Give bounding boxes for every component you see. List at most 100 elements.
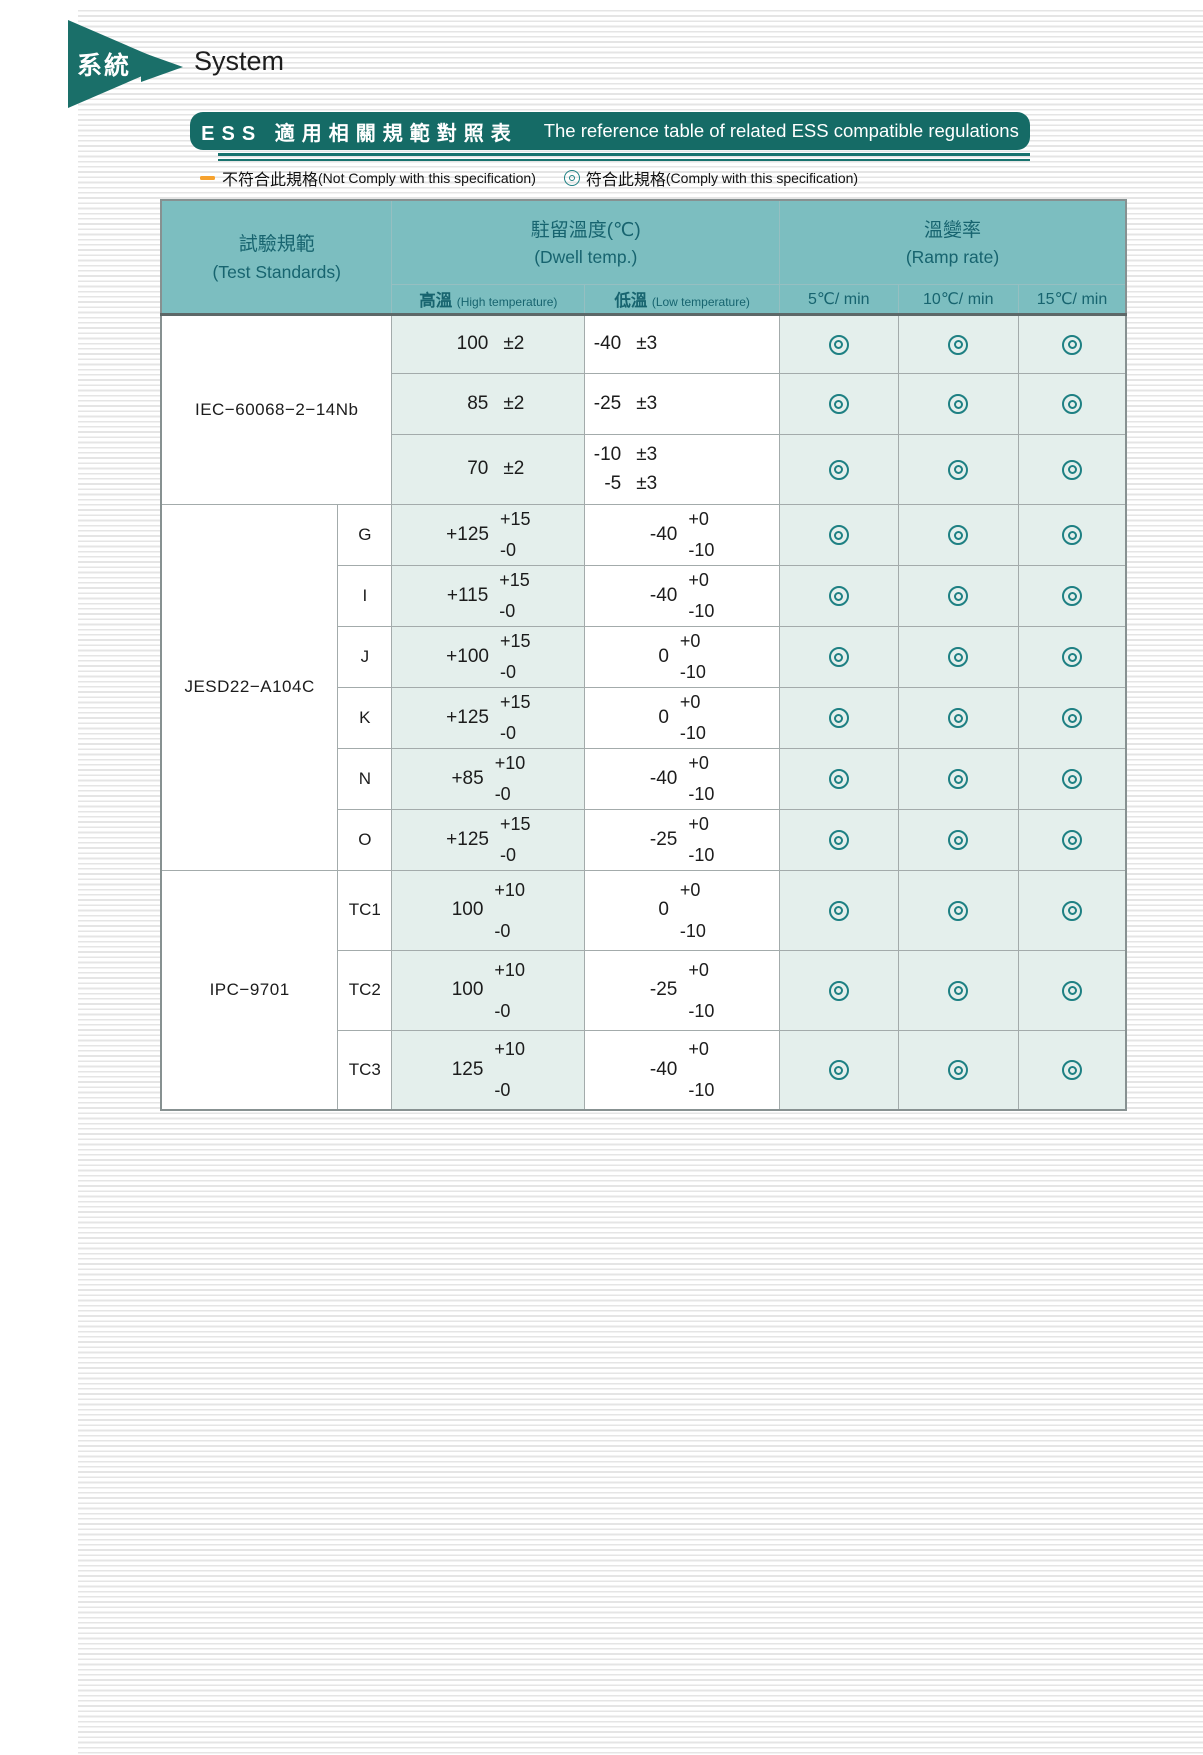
comply-circle-icon xyxy=(948,334,969,355)
condition-cell: I xyxy=(337,564,393,627)
ramp-mark-cell xyxy=(1018,869,1127,951)
ramp-mark-cell xyxy=(897,1029,1020,1111)
table-row: O +125 +15 -0 -25 +0 -10 xyxy=(161,808,1127,871)
high-temp-cell: 100 +10 -0 xyxy=(391,949,586,1031)
ramp-mark-cell xyxy=(779,1029,899,1111)
comply-circle-icon xyxy=(828,394,849,414)
low-temp-cell: 0 +0 -10 xyxy=(584,869,781,951)
comply-circle-icon xyxy=(1062,1060,1082,1081)
header-ramp-15: 15℃/ min xyxy=(1018,283,1127,316)
low-temp-cell: 0 +0 -10 xyxy=(584,686,781,749)
high-temp-cell: +100 +15 -0 xyxy=(391,625,586,688)
header-ramp-10: 10℃/ min xyxy=(897,283,1020,316)
ramp-mark-cell xyxy=(1018,1029,1127,1111)
ramp-mark-cell xyxy=(779,564,899,627)
comply-circle-icon xyxy=(1062,769,1082,789)
ramp-mark-cell xyxy=(779,313,899,374)
condition-cell: N xyxy=(337,747,393,810)
header-row-main: 試驗規範 (Test Standards) 駐留溫度(℃) (Dwell tem… xyxy=(160,199,1127,316)
ramp-mark-cell xyxy=(1018,747,1127,810)
high-temp-cell: 100 ±2 xyxy=(391,313,586,374)
ramp-mark-cell xyxy=(779,869,899,951)
header-test-standards-en: (Test Standards) xyxy=(212,261,341,282)
comply-circle-icon xyxy=(828,459,849,480)
high-temp-cell: 100 +10 -0 xyxy=(391,869,586,951)
condition-cell: TC1 xyxy=(337,869,393,951)
header-test-standards-zh: 試驗規範 xyxy=(238,234,315,256)
comply-circle-icon xyxy=(1062,980,1082,1001)
comply-circle-icon xyxy=(948,769,969,789)
ramp-mark-cell xyxy=(779,372,899,435)
condition-cell: TC3 xyxy=(337,1029,393,1111)
condition-cell: O xyxy=(337,808,393,871)
table-header: 試驗規範 (Test Standards) 駐留溫度(℃) (Dwell tem… xyxy=(160,199,1127,316)
ramp-mark-cell xyxy=(897,503,1020,566)
ramp-mark-cell xyxy=(779,503,899,566)
comply-circle-icon xyxy=(1062,830,1082,850)
ramp-mark-cell xyxy=(897,372,1020,435)
ramp-mark-cell xyxy=(1018,686,1127,749)
comply-circle-icon xyxy=(948,1060,969,1081)
condition-cell: K xyxy=(337,686,393,749)
table-row: IEC−60068−2−14Nb 100 ±2 -40 ±3 xyxy=(160,313,1127,505)
high-temp-cell: +125 +15 -0 xyxy=(391,503,586,566)
ramp-mark-cell xyxy=(779,949,899,1031)
condition-cell: TC2 xyxy=(337,949,393,1031)
comply-circle-icon xyxy=(1062,459,1082,480)
header-dwell-zh: 駐留溫度(℃) xyxy=(530,219,641,241)
legend-comply-en: (Comply with this specification) xyxy=(665,170,859,186)
low-temp-cell: -40 +0 -10 xyxy=(584,564,781,627)
high-temp-cell: 85 ±2 xyxy=(391,372,586,435)
low-temp-cell: 0 +0 -10 xyxy=(584,625,781,688)
ramp-mark-cell xyxy=(1018,808,1127,871)
table-row: TC3 125 +10 -0 -40 +0 -10 xyxy=(161,1029,1127,1111)
legend-not-comply-en: (Not Comply with this specification) xyxy=(318,170,536,186)
table-row: TC2 100 +10 -0 -25 +0 -10 xyxy=(161,949,1127,1031)
comply-circle-icon xyxy=(948,525,969,545)
table-row: JESD22−A104C G +125 +15 -0 -40 +0 -10 xyxy=(160,503,1127,871)
ramp-mark-cell xyxy=(779,808,899,871)
high-temp-cell: +115 +15 -0 xyxy=(391,564,586,627)
ramp-mark-cell xyxy=(779,433,899,505)
comply-circle-icon xyxy=(1062,708,1082,728)
comply-circle-icon xyxy=(948,586,969,606)
ramp-mark-cell xyxy=(897,747,1020,810)
low-temp-cell: -40 +0 -10 xyxy=(584,747,781,810)
banner-title-en: The reference table of related ESS compa… xyxy=(543,120,1019,141)
low-temp-cell: -25 +0 -10 xyxy=(584,949,781,1031)
condition-cell: G xyxy=(337,503,393,566)
ramp-mark-cell xyxy=(1018,625,1127,688)
table-row: IPC−9701 TC1 100 +10 -0 0 +0 -10 xyxy=(160,869,1127,1111)
high-temp-cell: +125 +15 -0 xyxy=(391,686,586,749)
comply-circle-icon xyxy=(1062,525,1082,545)
low-temp-cell: -25 +0 -10 xyxy=(584,808,781,871)
banner-underline xyxy=(218,153,1030,161)
comply-circle-icon xyxy=(828,525,849,545)
standard-cell: IPC−9701 xyxy=(160,869,339,1111)
comply-circle-icon xyxy=(828,708,849,728)
header-dwell-temp: 駐留溫度(℃) (Dwell temp.) xyxy=(391,199,781,285)
not-comply-dash-icon xyxy=(200,176,215,180)
comply-circle-icon xyxy=(948,708,969,728)
comply-circle-icon xyxy=(828,830,849,850)
ramp-mark-cell xyxy=(897,433,1020,505)
section-tab-label-zh: 系統 xyxy=(77,52,132,80)
low-temp-cell: -10 ±3 -5 ±3 xyxy=(584,433,781,505)
header-test-standards: 試驗規範 (Test Standards) xyxy=(160,199,393,316)
ramp-mark-cell xyxy=(897,625,1020,688)
table-row: 85 ±2 -25 ±3 xyxy=(161,372,1127,435)
comply-circle-icon xyxy=(563,170,580,186)
low-temp-cell: -25 ±3 xyxy=(584,372,781,435)
comply-circle-icon xyxy=(948,647,969,667)
legend-not-comply-zh: 不符合此規格 xyxy=(222,172,319,189)
standard-cell: JESD22−A104C xyxy=(160,503,339,871)
low-temp-cell: -40 +0 -10 xyxy=(584,1029,781,1111)
ramp-mark-cell xyxy=(897,686,1020,749)
ramp-mark-cell xyxy=(1018,503,1127,566)
legend-comply-zh: 符合此規格 xyxy=(585,172,666,189)
high-temp-cell: 70 ±2 xyxy=(391,433,586,505)
section-title: System xyxy=(194,46,285,76)
header-ramp-zh: 溫變率 xyxy=(924,219,982,241)
ramp-mark-cell xyxy=(1018,949,1127,1031)
